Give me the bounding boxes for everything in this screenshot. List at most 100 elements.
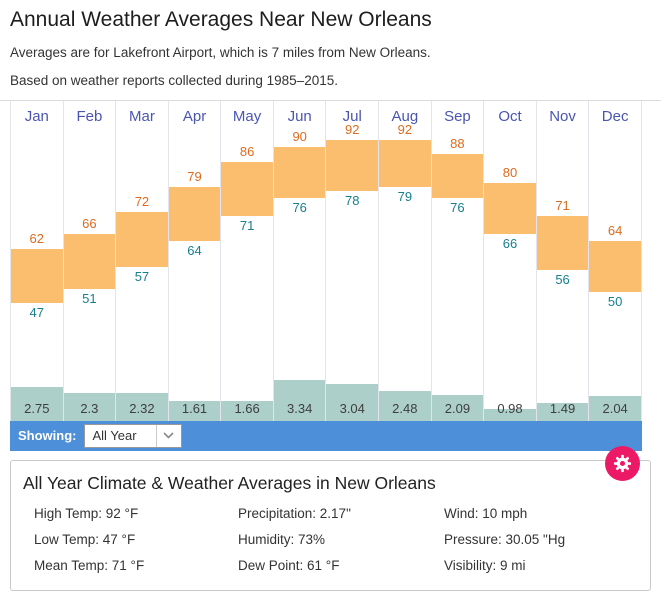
precip-bar (273, 380, 326, 421)
temp-range-bar (536, 216, 589, 271)
stat-wind: Wind: 10 mph (444, 506, 528, 521)
month-column: Jun 90 76 3.34 (273, 101, 327, 421)
high-temp-label: 86 (239, 143, 255, 159)
temp-range-bar (221, 161, 273, 217)
month-link[interactable]: Mar (129, 108, 155, 125)
month-link[interactable]: Apr (182, 108, 207, 125)
low-temp-label: 66 (502, 236, 518, 252)
month-link[interactable]: May (232, 108, 262, 125)
showing-bar: Showing: All Year (10, 420, 642, 451)
temp-range-bar (273, 147, 326, 198)
high-temp-label: 64 (607, 223, 623, 239)
month-column: Mar 72 57 2.32 (116, 101, 169, 421)
precip-bar (63, 392, 116, 421)
high-temp-label: 62 (29, 230, 45, 246)
showing-label: Showing: (18, 428, 77, 443)
month-link[interactable]: Oct (498, 108, 522, 125)
high-temp-label: 88 (450, 136, 465, 152)
precip-bar (168, 401, 221, 421)
precip-value-label: 2.04 (602, 401, 628, 416)
period-select[interactable]: All Year (83, 423, 182, 448)
subtitle-period: Based on weather reports collected durin… (10, 73, 338, 88)
high-temp-label: 72 (134, 194, 150, 210)
month-column: Oct 80 66 0.98 (484, 101, 537, 421)
temp-range-bar (431, 154, 484, 198)
month-link[interactable]: Sep (444, 108, 471, 125)
high-temp-label: 71 (555, 198, 570, 214)
precip-bar (431, 395, 484, 421)
low-temp-label: 64 (187, 243, 202, 259)
low-temp-label: 76 (292, 199, 307, 215)
low-temp-label: 51 (82, 290, 97, 306)
page-title: Annual Weather Averages Near New Orleans (10, 8, 432, 31)
precip-bar (116, 392, 168, 421)
month-column: Nov 71 56 1.49 (536, 101, 590, 421)
temp-range-bar (326, 140, 379, 191)
precip-value-label: 2.09 (444, 401, 471, 416)
low-temp-label: 78 (345, 192, 360, 208)
precip-bar (11, 387, 63, 421)
low-temp-label: 57 (134, 268, 150, 284)
precip-value-label: 2.3 (80, 401, 99, 416)
gear-icon (612, 453, 633, 474)
month-link[interactable]: Jun (287, 108, 312, 125)
low-temp-label: 79 (397, 189, 413, 205)
stat-high-temp: High Temp: 92 °F (34, 506, 139, 521)
high-temp-label: 79 (187, 169, 202, 185)
month-column: Apr 79 64 1.61 (168, 101, 222, 421)
precip-bar (589, 395, 641, 421)
weather-page: Annual Weather Averages Near New Orleans… (0, 7, 661, 613)
weather-chart: Jan 62 47 2.75 Feb 66 51 2.3 Mar 72 57 2.32 Apr 79 64 1… (0, 100, 661, 421)
month-column: Jan 62 47 2.75 (10, 101, 64, 421)
precip-value-label: 2.75 (24, 401, 50, 416)
stat-humidity: Humidity: 73% (238, 532, 326, 547)
precip-bar (536, 402, 589, 421)
month-column: Aug 92 79 2.48 (379, 101, 432, 421)
high-temp-label: 92 (345, 122, 360, 137)
low-temp-label: 56 (555, 272, 570, 288)
temp-range-bar (589, 241, 641, 293)
month-link[interactable]: Nov (549, 108, 576, 125)
month-column: May 86 71 1.66 (221, 101, 274, 421)
month-link[interactable]: Dec (601, 108, 629, 125)
month-column: Dec 64 50 2.04 (589, 101, 642, 421)
precip-value-label: 2.48 (392, 401, 418, 416)
summary-stats: High Temp: 92 °F Precipitation: 2.17" Wind… (34, 506, 650, 573)
high-temp-label: 90 (292, 129, 307, 145)
precip-bar (379, 390, 431, 421)
precip-value-label: 1.66 (234, 401, 260, 416)
stat-mean-temp: Mean Temp: 71 °F (34, 558, 145, 573)
low-temp-label: 47 (29, 305, 45, 320)
month-link[interactable]: Jul (342, 108, 362, 125)
month-link[interactable]: Jan (24, 108, 49, 125)
summary-title: All Year Climate & Weather Averages in N… (23, 473, 436, 493)
low-temp-label: 71 (239, 218, 255, 234)
temp-range-bar (168, 187, 221, 242)
temp-range-bar (484, 183, 536, 235)
high-temp-label: 66 (82, 216, 97, 232)
month-link[interactable]: Aug (391, 108, 419, 125)
temp-range-bar (116, 212, 168, 267)
temp-range-bar (63, 234, 116, 289)
weather-chart-columns: Jan 62 47 2.75 Feb 66 51 2.3 Mar 72 57 2.32 Apr 79 64 1… (10, 101, 642, 421)
precip-value-label: 1.49 (549, 401, 576, 416)
precip-bar (221, 400, 273, 421)
precip-value-label: 3.04 (339, 401, 365, 416)
month-link[interactable]: Feb (76, 108, 103, 125)
chevron-down-icon (155, 424, 181, 447)
month-column: Jul 92 78 3.04 (326, 101, 380, 421)
low-temp-label: 76 (450, 199, 465, 215)
month-column: Feb 66 51 2.3 (63, 101, 117, 421)
precip-value-label: 2.32 (129, 401, 155, 416)
stat-visibility: Visibility: 9 mi (444, 558, 526, 573)
precip-value-label: 3.34 (287, 401, 313, 416)
stat-pressure: Pressure: 30.05 "Hg (444, 532, 566, 547)
precip-value-label: 1.61 (181, 401, 208, 416)
summary-card: All Year Climate & Weather Averages in N… (10, 460, 651, 591)
high-temp-label: 92 (397, 122, 413, 137)
period-select-value: All Year (92, 428, 137, 443)
high-temp-label: 80 (502, 165, 518, 181)
settings-button[interactable] (605, 446, 640, 481)
low-temp-label: 50 (607, 294, 623, 310)
temp-range-bar (11, 248, 63, 303)
